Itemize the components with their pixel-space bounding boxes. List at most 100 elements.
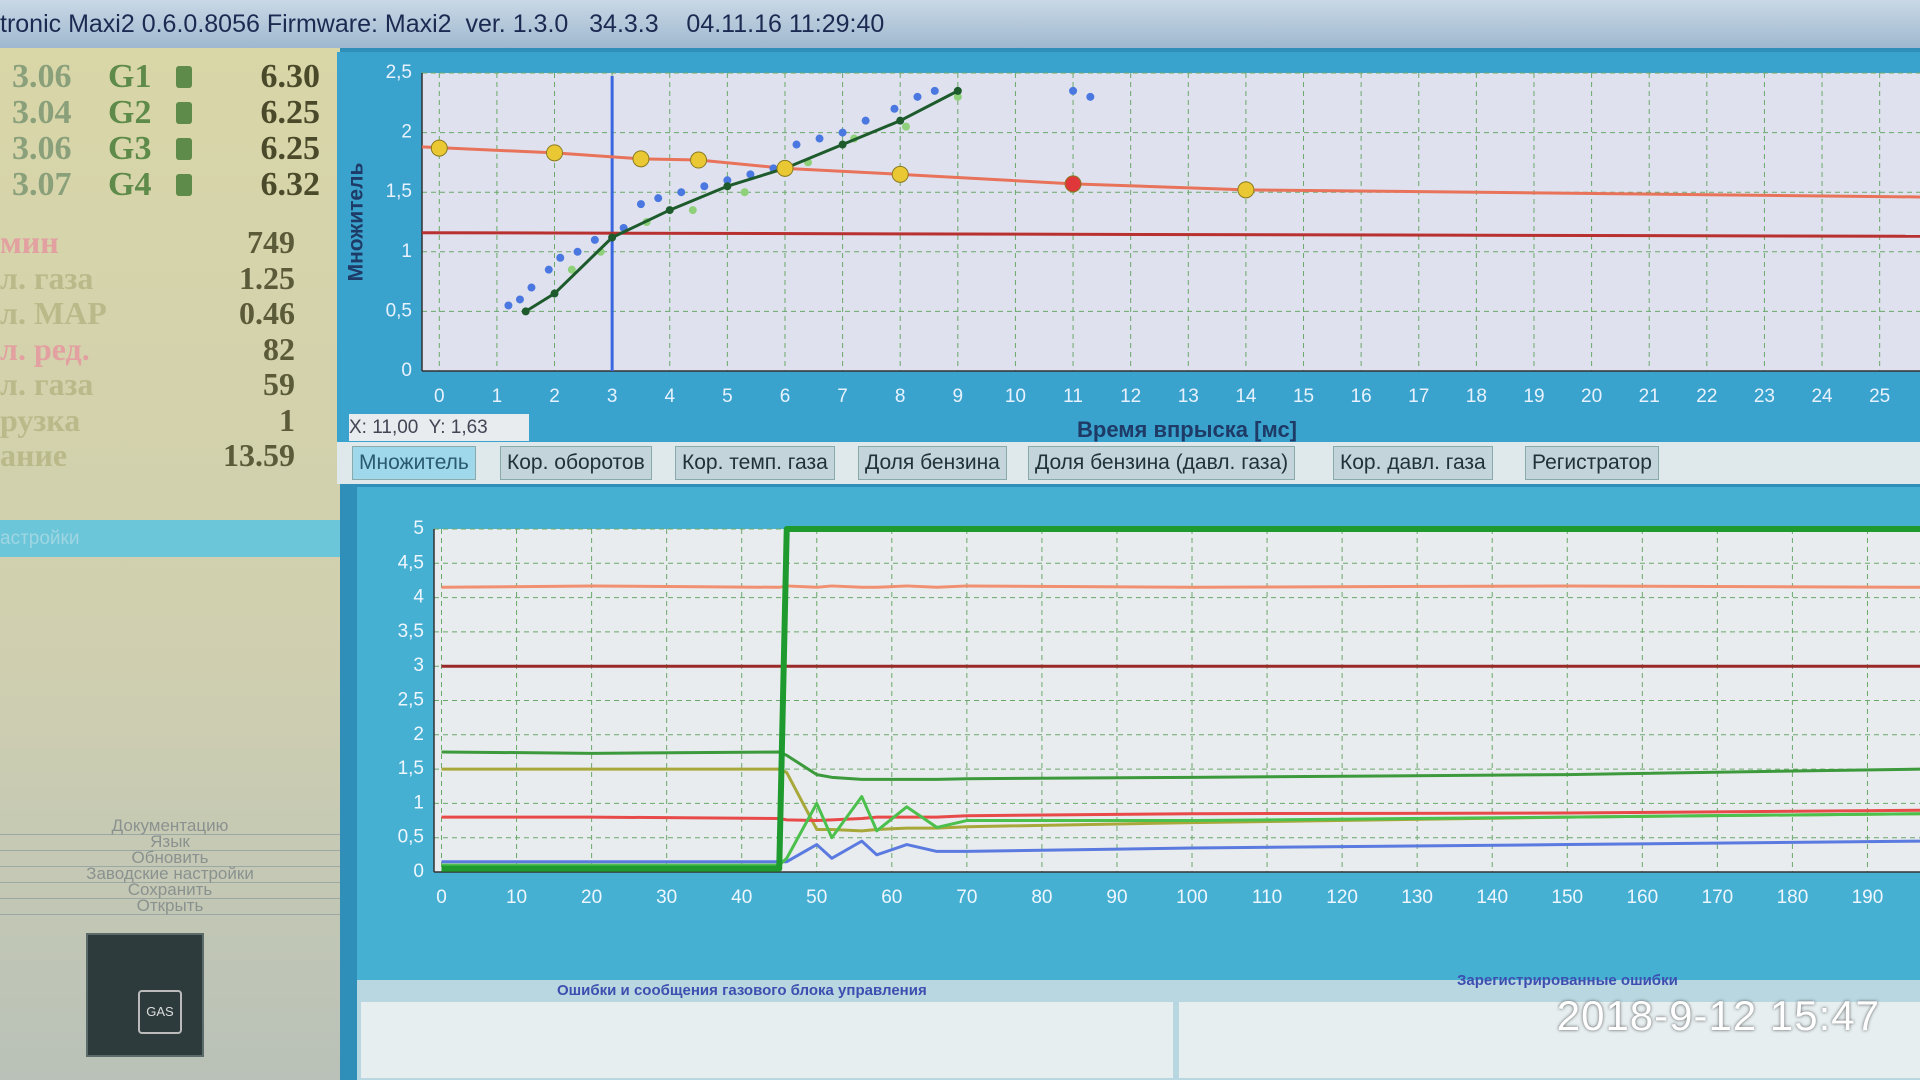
tab[interactable]: Множитель [352, 446, 476, 480]
y-tick-label: 0,5 [386, 300, 412, 321]
x-tick-label: 50 [806, 887, 827, 908]
x-tick-label: 10 [506, 887, 527, 908]
x-tick-label: 20 [581, 887, 602, 908]
x-tick-label: 8 [895, 386, 906, 407]
param-label: л. MAP [0, 295, 107, 331]
x-tick-label: 2 [549, 386, 560, 407]
x-tick-label: 0 [434, 386, 445, 407]
photo-timestamp: 2018-9-12 15:47 [1556, 992, 1880, 1039]
x-tick-label: 23 [1754, 386, 1775, 407]
param-label: л. ред. [0, 330, 90, 367]
x-tick-label: 80 [1031, 887, 1052, 908]
registered-title: Зарегистрированные ошибки [1457, 972, 1678, 989]
data-point [776, 159, 794, 177]
x-tick-label: 1 [492, 386, 503, 407]
injector-gas: 6.25 [260, 130, 321, 167]
param-label: л. газа [0, 259, 94, 296]
x-tick-label: 6 [780, 386, 791, 407]
icon-label: GAS [138, 990, 182, 1034]
data-point [527, 283, 536, 292]
data-point [567, 265, 576, 274]
param-label: л. газа [0, 366, 94, 402]
series-line [441, 584, 1920, 589]
y-tick-label: 2 [413, 724, 424, 745]
param-value: 749 [247, 224, 295, 260]
x-tick-label: 5 [722, 386, 733, 407]
data-point [654, 194, 663, 203]
gas-icon[interactable]: GAS [86, 933, 204, 1057]
tab[interactable]: Доля бензина [858, 446, 1007, 480]
x-tick-label: 120 [1326, 887, 1358, 908]
menu-item[interactable]: Язык [0, 833, 340, 851]
x-tick-label: 19 [1523, 386, 1544, 407]
x-tick-label: 3 [607, 386, 618, 407]
settings-header[interactable]: астройки [0, 520, 340, 557]
data-point [913, 92, 922, 101]
tab[interactable]: Кор. давл. газа [1333, 446, 1493, 480]
tab[interactable]: Регистратор [1525, 446, 1659, 480]
x-tick-label: 7 [837, 386, 848, 407]
data-point [861, 116, 870, 125]
menu-item[interactable]: Сохранить [0, 881, 340, 899]
injector-name: G3 [108, 130, 152, 167]
data-point [723, 182, 732, 191]
injector-petrol: 3.04 [12, 94, 72, 131]
injector-name: G4 [108, 166, 152, 203]
x-tick-label: 21 [1639, 386, 1660, 407]
data-point [636, 200, 645, 209]
data-point [896, 116, 905, 125]
param-value: 13.59 [223, 437, 295, 473]
y-tick-label: 5 [413, 518, 424, 539]
x-axis-title: Время впрыска [мс] [1077, 417, 1297, 442]
left-panel: 3.06 G1 6.30 3.04 G2 6.25 3.06 G3 6.25 3.07 G4 6.32… [0, 48, 340, 1080]
param-label: ание [0, 437, 68, 473]
title-bar: tronic Maxi2 0.6.0.8056 Firmware: Maxi2 … [0, 0, 1920, 48]
x-tick-label: 12 [1120, 386, 1141, 407]
data-point [515, 295, 524, 304]
y-tick-label: 1,5 [386, 181, 412, 202]
injector-name: G2 [108, 94, 152, 131]
y-tick-label: 1 [413, 792, 424, 813]
param-value: 1 [279, 401, 295, 438]
data-point [608, 233, 617, 242]
data-point [953, 86, 962, 95]
x-tick-label: 130 [1401, 887, 1433, 908]
data-point [550, 289, 559, 298]
x-tick-label: 10 [1005, 386, 1026, 407]
y-tick-label: 2 [401, 122, 412, 143]
data-point [700, 182, 709, 191]
tab[interactable]: Кор. оборотов [500, 446, 652, 480]
data-point [746, 170, 755, 179]
x-tick-label: 14 [1235, 386, 1257, 407]
plot-area [422, 73, 1920, 371]
y-tick-label: 4,5 [398, 552, 424, 573]
param-value: 59 [263, 366, 295, 402]
x-tick-label: 17 [1408, 386, 1429, 407]
data-point [953, 92, 962, 101]
menu-item[interactable]: Обновить [0, 849, 340, 867]
data-point [901, 122, 910, 131]
menu-item[interactable]: Открыть [0, 897, 340, 915]
y-tick-label: 0,5 [398, 827, 424, 848]
param-value: 82 [263, 330, 295, 367]
menu-item[interactable]: Документацию [0, 817, 340, 835]
x-tick-label: 15 [1293, 386, 1314, 407]
data-point [838, 140, 847, 149]
tab[interactable]: Кор. темп. газа [675, 446, 835, 480]
tab[interactable]: Доля бензина (давл. газа) [1028, 446, 1296, 480]
x-tick-label: 0 [436, 887, 447, 908]
data-point [815, 134, 824, 143]
injector-icon [176, 174, 192, 196]
y-tick-label: 1,5 [398, 758, 424, 779]
registered-box [1179, 1002, 1920, 1078]
data-point [632, 150, 650, 168]
menu-item[interactable]: Заводские настройки [0, 865, 340, 883]
data-point [521, 307, 530, 316]
injector-petrol: 3.06 [12, 130, 72, 167]
data-point [723, 176, 732, 185]
data-point [665, 206, 674, 215]
x-tick-label: 170 [1702, 887, 1734, 908]
x-tick-label: 25 [1869, 386, 1890, 407]
